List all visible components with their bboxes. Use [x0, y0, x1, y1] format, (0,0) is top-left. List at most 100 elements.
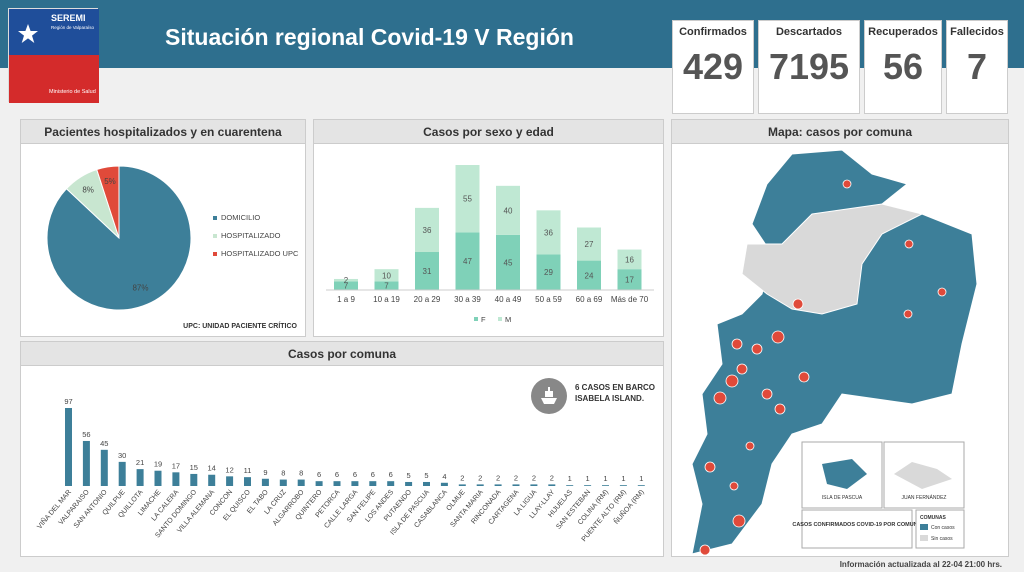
comuna-bar — [65, 408, 72, 486]
page-title: Situación regional Covid-19 V Región — [165, 24, 574, 50]
logo-sub: Región de Valparaíso — [51, 25, 94, 30]
comuna-value-label: 11 — [244, 466, 252, 475]
pie-panel-title: Pacientes hospitalizados y en cuarentena — [21, 120, 305, 144]
comuna-value-label: 2 — [532, 473, 536, 482]
inset-fernandez-shape — [894, 462, 952, 489]
comuna-bar — [118, 461, 126, 486]
pie-legend-label: HOSPITALIZADO UPC — [221, 249, 299, 258]
bar-f-label: 47 — [463, 257, 472, 266]
comuna-bar — [136, 469, 144, 486]
map-panel: Mapa: casos por comuna ISLA DE PASCUA JU… — [671, 119, 1009, 557]
age-tick-label: 60 a 69 — [576, 295, 603, 304]
bar-m-label: 36 — [423, 226, 432, 235]
age-tick-label: Más de 70 — [611, 295, 649, 304]
bar-f-label: 45 — [504, 258, 513, 267]
comuna-value-label: 2 — [478, 473, 482, 482]
comuna-value-label: 30 — [118, 451, 126, 460]
bar-m — [496, 185, 520, 235]
comuna-tick-label: CASABLANCA — [413, 489, 449, 530]
bar-f — [374, 281, 399, 290]
comuna-bar — [279, 479, 287, 486]
ship-note: 6 CASOS EN BARCO ISABELA ISLAND. — [575, 383, 656, 403]
comuna-value-label: 1 — [603, 474, 607, 483]
bar-m-label: 10 — [382, 271, 391, 280]
comuna-value-label: 6 — [353, 470, 357, 479]
comuna-bar — [208, 474, 216, 486]
bar-m — [577, 227, 601, 261]
logo-ministry: Ministerio de Salud — [49, 89, 96, 95]
legend-without-label: Sin casos — [931, 536, 953, 542]
comuna-bar — [261, 478, 269, 486]
stat-descartados: Descartados 7195 — [758, 20, 860, 114]
comuna-value-label: 15 — [190, 463, 198, 472]
bar-m-label: 36 — [544, 228, 553, 237]
stat-recuperados: Recuperados 56 — [864, 20, 942, 114]
logo-name: SEREMI — [51, 13, 86, 23]
comuna-value-label: 9 — [263, 468, 267, 477]
comuna-bar — [190, 473, 198, 486]
comuna-bar — [619, 485, 627, 486]
comuna-bar — [315, 481, 323, 486]
comuna-bar — [387, 481, 395, 486]
comuna-panel-title: Casos por comuna — [21, 342, 663, 366]
comuna-bar — [369, 481, 377, 486]
comuna-value-label: 2 — [514, 473, 518, 482]
comuna-value-label: 2 — [460, 473, 464, 482]
comuna-value-label: 1 — [639, 474, 643, 483]
map-legend-head: COMUNAS — [920, 515, 946, 521]
comuna-bar — [584, 485, 592, 486]
inset-pascua-label: ISLA DE PASCUA — [822, 495, 863, 501]
comuna-value-label: 8 — [299, 469, 303, 478]
comuna-bar — [82, 440, 90, 486]
age-tick-label: 30 a 39 — [454, 295, 481, 304]
comuna-value-label: 17 — [172, 461, 180, 470]
comuna-bar — [405, 481, 413, 486]
bar-m — [334, 278, 358, 282]
legend-with-swatch — [920, 524, 928, 530]
comuna-bar — [154, 470, 162, 486]
bar-m — [415, 207, 439, 253]
comuna-value-label: 21 — [136, 458, 144, 467]
comuna-value-label: 19 — [154, 460, 162, 469]
bar-f-label: 24 — [585, 271, 594, 280]
bar-f-label: 17 — [625, 276, 634, 285]
bar-m — [374, 269, 399, 282]
pie-slice — [96, 165, 120, 239]
comuna-bar — [458, 484, 466, 486]
bar-m — [617, 249, 642, 270]
pie-note: UPC: UNIDAD PACIENTE CRÍTICO — [183, 323, 297, 330]
pie-slice-label: 8% — [82, 185, 94, 194]
comuna-value-label: 14 — [208, 464, 216, 473]
bar-m-label: 2 — [344, 276, 349, 285]
comuna-bar — [530, 484, 538, 486]
bar-m — [536, 210, 561, 255]
stat-confirmados: Confirmados 429 — [672, 20, 754, 114]
comuna-bar — [423, 481, 430, 486]
bar-f — [577, 260, 601, 290]
stat-fallecidos: Fallecidos 7 — [946, 20, 1008, 114]
pie-panel: Pacientes hospitalizados y en cuarentena… — [20, 119, 306, 337]
legend-without-swatch — [920, 535, 928, 541]
sex-legend-swatch — [474, 317, 478, 321]
comuna-value-label: 6 — [335, 470, 339, 479]
comuna-bar — [351, 481, 359, 486]
map-legend-title: CASOS CONFIRMADOS COVID-19 POR COMUNA — [792, 522, 921, 528]
comuna-bar — [512, 484, 520, 486]
comuna-value-label: 56 — [82, 430, 90, 439]
bar-f-label: 31 — [423, 267, 432, 276]
bar-m-label: 27 — [585, 240, 594, 249]
comuna-bar — [226, 476, 234, 486]
comuna-bar — [566, 485, 574, 486]
pie-legend-label: HOSPITALIZADO — [221, 231, 281, 240]
comuna-value-label: 2 — [550, 473, 554, 482]
comuna-value-label: 6 — [389, 470, 393, 479]
comuna-bar — [602, 485, 609, 486]
comuna-bar — [476, 484, 484, 486]
bar-m-label: 40 — [504, 206, 513, 215]
bar-f — [617, 269, 642, 290]
comuna-bar — [244, 477, 251, 486]
sex-legend-label: F — [481, 315, 486, 324]
